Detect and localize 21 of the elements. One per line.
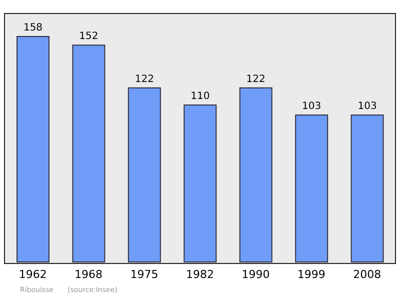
- bar: [72, 44, 106, 262]
- data-label: 158: [23, 22, 43, 34]
- x-tick-label: 1990: [242, 268, 270, 281]
- x-tick-label: 1962: [18, 268, 47, 281]
- bar: [350, 114, 384, 262]
- bar: [128, 87, 161, 262]
- data-label: 103: [358, 101, 377, 112]
- data-label: 152: [79, 31, 98, 42]
- data-label: 122: [134, 74, 154, 85]
- x-tick-label: 1968: [74, 268, 103, 281]
- data-label: 103: [302, 101, 322, 112]
- bar: [16, 36, 50, 262]
- data-label: 110: [190, 91, 210, 102]
- x-tick-label: 1999: [297, 268, 326, 281]
- data-label: 122: [246, 74, 266, 85]
- x-tick-label: 1982: [186, 268, 214, 281]
- x-tick-label: 2008: [353, 268, 382, 281]
- bar: [184, 104, 217, 262]
- bar: [295, 114, 328, 262]
- x-tick-label: 1975: [130, 268, 158, 281]
- bar: [239, 87, 272, 262]
